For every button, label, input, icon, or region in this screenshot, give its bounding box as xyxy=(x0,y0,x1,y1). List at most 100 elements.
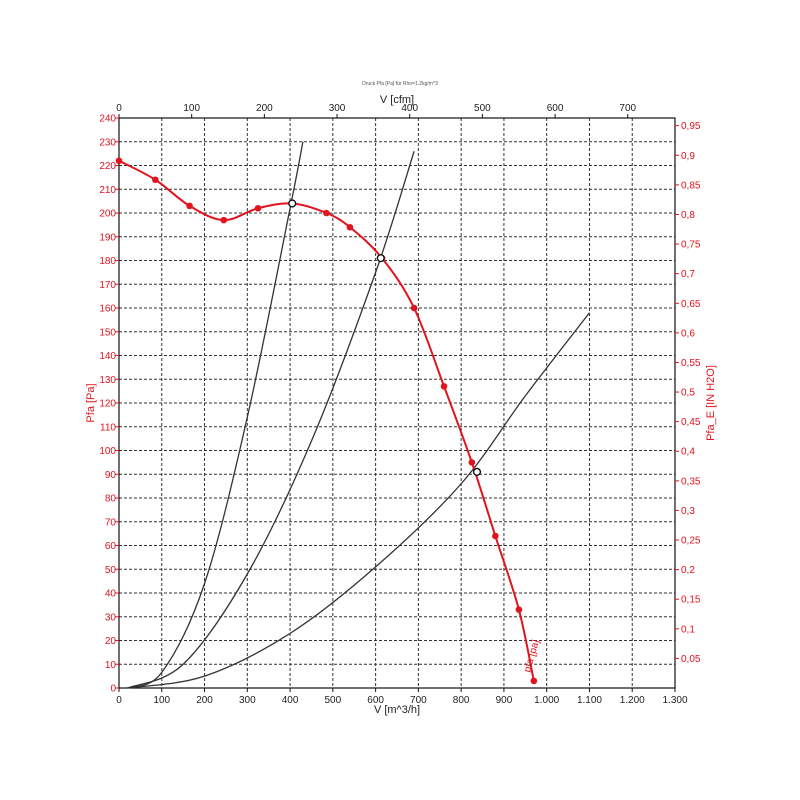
y2-tick-label: 0,5 xyxy=(681,388,695,399)
y-tick-label: 100 xyxy=(99,446,116,457)
x2-tick-label: 0 xyxy=(116,103,122,114)
fan-curve-point xyxy=(515,606,523,613)
x-tick-label: 700 xyxy=(410,695,427,706)
y2-tick-label: 0,95 xyxy=(681,121,701,132)
x-tick-label: 600 xyxy=(367,695,384,706)
fan-curve-point xyxy=(440,383,448,390)
y-tick-label: 170 xyxy=(99,280,116,291)
y-axis-right-title: Pfa_E [IN H2O] xyxy=(705,365,717,441)
x-tick-label: 0 xyxy=(116,695,122,706)
y2-tick-label: 0,1 xyxy=(681,624,695,635)
y-tick-label: 180 xyxy=(99,256,116,267)
x2-tick-label: 400 xyxy=(401,103,418,114)
y-tick-label: 220 xyxy=(99,161,116,172)
x-tick-label: 1.200 xyxy=(620,695,645,706)
x2-tick-label: 300 xyxy=(329,103,346,114)
y-tick-label: 0 xyxy=(110,684,116,695)
x2-tick-label: 700 xyxy=(619,103,636,114)
y-tick-label: 40 xyxy=(105,589,117,600)
fan-curve: pfa [pa] xyxy=(115,157,542,685)
y2-tick-label: 0,6 xyxy=(681,328,695,339)
y-tick-label: 20 xyxy=(105,636,117,647)
fan-curve-point xyxy=(152,176,159,184)
fan-curve-label: pfa [pa] xyxy=(522,638,542,673)
y2-tick-label: 0,55 xyxy=(681,358,701,369)
fan-curve-point xyxy=(410,304,418,312)
y2-tick-label: 0,05 xyxy=(681,654,701,665)
x-tick-label: 1.000 xyxy=(534,695,559,706)
y-tick-label: 190 xyxy=(99,232,116,243)
system-curve-1 xyxy=(127,141,304,689)
fan-curve-point xyxy=(254,204,262,212)
y-axis-left: 0 10 20 30 40 50 60 70 80 90 100 110 120 130 140 150 160… xyxy=(99,114,119,695)
x-axis-bottom-title: V [m^3/h] xyxy=(374,704,420,716)
y2-tick-label: 0,4 xyxy=(681,447,695,458)
y2-tick-label: 0,2 xyxy=(681,565,695,576)
operating-point-marker xyxy=(376,254,385,263)
fan-curve-point xyxy=(115,157,123,165)
y-tick-label: 50 xyxy=(105,565,117,576)
operating-point-marker xyxy=(472,467,482,476)
fan-curve-point xyxy=(323,209,330,217)
y-tick-label: 240 xyxy=(99,114,116,125)
y2-tick-label: 0,15 xyxy=(681,595,701,606)
y2-tick-label: 0,8 xyxy=(681,210,695,221)
x2-tick-label: 200 xyxy=(256,103,273,114)
fan-curve-line xyxy=(118,159,535,682)
grid xyxy=(119,118,675,688)
y-tick-label: 60 xyxy=(105,541,117,552)
y-tick-label: 200 xyxy=(99,209,116,220)
y2-tick-label: 0,35 xyxy=(681,476,701,487)
y-tick-label: 90 xyxy=(105,470,117,481)
x2-tick-label: 600 xyxy=(547,103,564,114)
y2-tick-label: 0,45 xyxy=(681,417,701,428)
y-tick-label: 230 xyxy=(99,137,116,148)
chart-title: Druck Pfa [Pa] für Rho=1.2kg/m^3 xyxy=(362,81,438,87)
y2-tick-label: 0,3 xyxy=(681,506,695,517)
y2-tick-label: 0,85 xyxy=(681,180,701,191)
system-curve-3 xyxy=(127,312,590,689)
x-tick-label: 800 xyxy=(453,695,470,706)
y-tick-label: 10 xyxy=(105,660,117,671)
x-tick-label: 200 xyxy=(196,695,213,706)
x-tick-label: 100 xyxy=(153,695,170,706)
y-tick-label: 120 xyxy=(99,399,116,410)
y2-tick-label: 0,65 xyxy=(681,299,701,310)
x-axis-bottom: 0 100 200 300 400 500 600 700 800 900 1.000 1.100 1.… xyxy=(116,688,688,706)
y-tick-label: 30 xyxy=(105,612,117,623)
fan-curve-point xyxy=(468,459,476,466)
system-curve-2 xyxy=(127,151,415,689)
y2-tick-label: 0,7 xyxy=(681,269,695,280)
fan-curve-point xyxy=(530,677,538,685)
x-tick-label: 1.300 xyxy=(662,695,687,706)
y-axis-left-title: Pfa [Pa] xyxy=(85,383,97,422)
x-tick-label: 300 xyxy=(239,695,256,706)
system-curves xyxy=(127,141,590,689)
y-tick-label: 130 xyxy=(99,375,116,386)
fan-curve-point xyxy=(186,202,193,210)
x-tick-label: 400 xyxy=(282,695,299,706)
y2-tick-label: 0,25 xyxy=(681,536,701,547)
x-tick-label: 1.100 xyxy=(577,695,602,706)
y-tick-label: 110 xyxy=(100,422,116,433)
x-axis-top: 0 100 200 300 400 500 600 700 xyxy=(116,103,637,118)
x-tick-label: 900 xyxy=(496,695,513,706)
fan-curve-point xyxy=(220,216,228,224)
y-tick-label: 70 xyxy=(105,517,117,528)
y2-tick-label: 0,9 xyxy=(681,151,695,162)
x2-tick-label: 100 xyxy=(183,103,200,114)
fan-curve-point xyxy=(492,532,499,540)
y-tick-label: 150 xyxy=(99,327,116,338)
x-tick-label: 500 xyxy=(325,695,342,706)
operating-point-marker xyxy=(288,199,297,208)
y2-tick-label: 0,75 xyxy=(681,240,701,251)
operating-points xyxy=(288,199,482,476)
y-tick-label: 140 xyxy=(99,351,116,362)
x2-tick-label: 500 xyxy=(474,103,491,114)
x-axis-top-title: V [cfm] xyxy=(380,94,414,106)
y-tick-label: 80 xyxy=(105,494,117,505)
y-axis-right: 0,05 0,1 0,15 0,2 0,25 0,3 0,35 0,4 0,45 0,5 0,55 0… xyxy=(675,121,701,665)
y-tick-label: 210 xyxy=(99,185,116,196)
fan-curve-point xyxy=(346,223,354,231)
